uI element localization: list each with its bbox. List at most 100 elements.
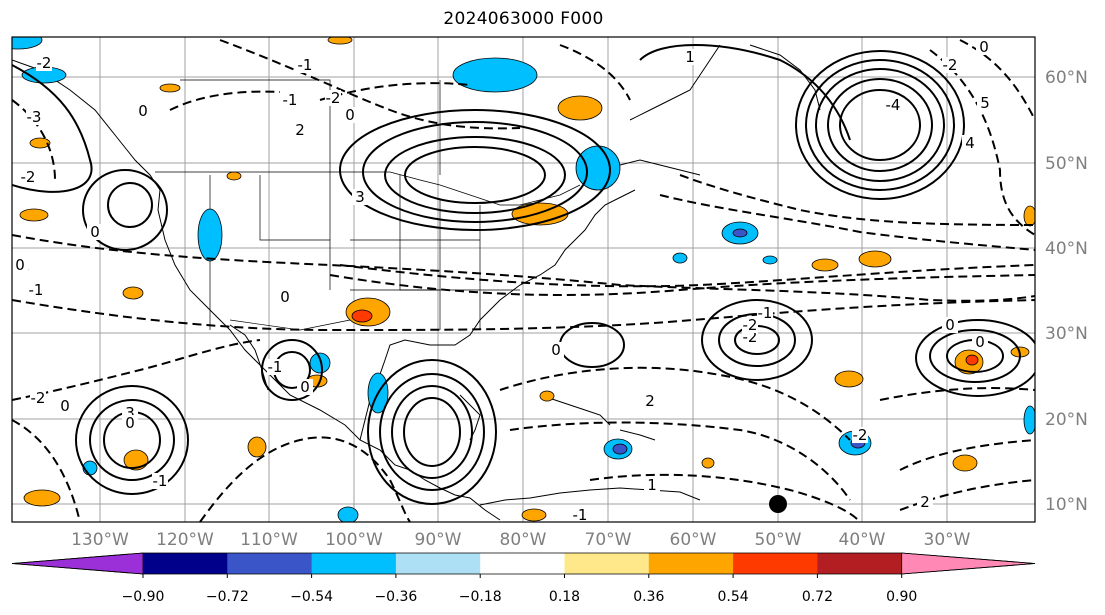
contour-label: -2 [326, 89, 341, 107]
negative-contour [879, 387, 1035, 401]
contour-label-bg [267, 359, 283, 375]
negative-contour [199, 436, 411, 522]
negative-contours [12, 39, 1035, 522]
contour-label-bg [644, 477, 660, 493]
negative-contour [899, 479, 1035, 511]
contour-label: -1 [758, 304, 773, 322]
anomaly-patch [612, 443, 628, 455]
latitude-label: 30°N [1045, 324, 1088, 344]
political-borders [155, 79, 581, 331]
contour-label-bg [572, 507, 588, 522]
longitude-label: 30°W [924, 530, 971, 550]
contour-label: 1 [685, 48, 695, 66]
negative-contour [12, 339, 261, 401]
positive-contour [107, 182, 153, 228]
contour-label-bg [642, 393, 658, 409]
latitude-label: 10°N [1045, 495, 1088, 515]
contour-label: -2 [21, 168, 36, 186]
contour-label: 0 [15, 256, 25, 274]
negative-contour [499, 366, 851, 441]
contour-label-bg [87, 224, 103, 240]
positive-contour [701, 299, 813, 381]
positive-contour [82, 169, 168, 251]
negative-contour [589, 473, 861, 522]
contour-label: 0 [945, 316, 955, 334]
positive-contour [89, 399, 175, 481]
anomaly-patch [23, 489, 61, 507]
colorbar-left-extension [11, 552, 144, 575]
anomaly-patch [557, 95, 603, 121]
colorbar-segment [817, 553, 903, 574]
positive-contour [384, 136, 566, 214]
longitude-label: 100°W [325, 530, 383, 550]
colorbar-right-extension [901, 552, 1036, 575]
anomaly-patch [226, 171, 242, 181]
anomaly-patch [858, 250, 892, 268]
anomaly-patch [952, 454, 978, 472]
contour-label: -1 [283, 91, 298, 109]
anomaly-patch [452, 57, 538, 93]
contour-label: -2 [37, 54, 52, 72]
contour-label: -1 [268, 358, 283, 376]
anomaly-patch [197, 208, 223, 262]
latitude-axis-labels: 60°N 50°N 40°N 30°N 20°N 10°N [1045, 68, 1088, 515]
map-title: 2024063000 F000 [443, 9, 604, 29]
contour-label: 0 [90, 223, 100, 241]
negative-contour [959, 39, 1035, 121]
anomaly-patch [19, 208, 49, 222]
anomaly-patch [575, 145, 621, 191]
negative-contour [509, 421, 851, 501]
contour-label-bg [962, 135, 978, 151]
contour-label: -1 [153, 472, 168, 490]
contour-label-bg [742, 317, 758, 333]
negative-contour [559, 44, 631, 101]
contour-label-bg [682, 49, 698, 65]
latitude-label: 50°N [1045, 154, 1088, 174]
contour-label: -3 [27, 108, 42, 126]
positive-contour [12, 64, 93, 193]
positive-contour [805, 59, 955, 191]
anomaly-patch [309, 352, 331, 374]
anomaly-patch [247, 436, 267, 458]
contour-label: -2 [743, 316, 758, 334]
contour-label-bg [297, 379, 313, 395]
contour-label-bg [325, 90, 341, 106]
anomaly-patch [811, 258, 839, 272]
negative-contour [219, 39, 521, 130]
anomaly-patch [732, 228, 748, 238]
anomaly-patch [965, 354, 979, 366]
anomaly-patch [539, 390, 555, 402]
negative-contour [339, 264, 1035, 288]
negative-contour [169, 90, 281, 111]
contour-label-bg [152, 473, 168, 489]
contour-label-bg [342, 107, 358, 123]
positive-contour [404, 146, 546, 204]
longitude-label: 130°W [71, 530, 129, 550]
colorbar-segment [733, 553, 818, 574]
contour-label-bg [885, 97, 901, 113]
positive-contour [261, 339, 323, 401]
contour-label: -2 [943, 56, 958, 74]
contour-label-bg [548, 342, 564, 358]
negative-contour [899, 439, 1035, 471]
negative-contour [679, 174, 1035, 226]
contour-label-bg [26, 109, 42, 125]
contour-label-bg [942, 317, 958, 333]
anomaly-patch [12, 37, 43, 50]
anomaly-patch [29, 137, 51, 149]
colorbar-segment [395, 553, 481, 574]
colorbar-tick-label: −0.72 [206, 589, 249, 605]
contour-labels: -2-3-20-30-1-20-1-1032-2-2045-43-1-1021-… [12, 38, 993, 522]
contour-label: 2 [295, 121, 305, 139]
contour-label-bg [972, 334, 988, 350]
contour-label: -4 [886, 96, 901, 114]
positive-contour [75, 385, 189, 495]
contour-label: 0 [280, 288, 290, 306]
contour-label-bg [12, 257, 28, 273]
contour-label-bg [976, 39, 992, 55]
latitude-label: 60°N [1045, 68, 1088, 88]
colorbar-segment [227, 553, 313, 574]
positive-contour [339, 109, 611, 231]
contour-label: 0 [300, 378, 310, 396]
